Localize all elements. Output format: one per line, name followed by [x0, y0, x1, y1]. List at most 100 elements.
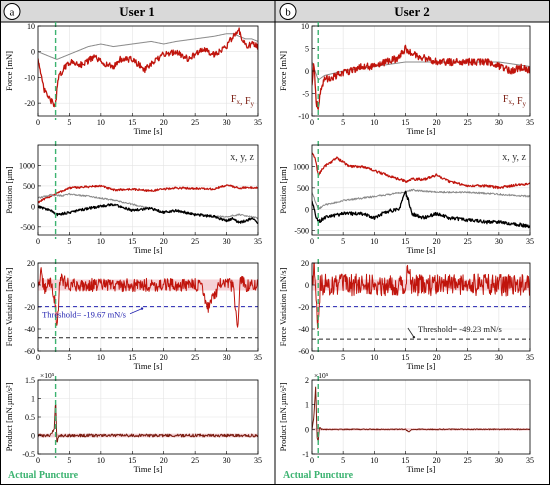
column-title-user2: User 2	[394, 4, 430, 19]
x-tick-label-u1-product: 5	[67, 456, 71, 465]
x-tick-label-u2-force: 30	[495, 118, 503, 127]
x-axis-label-u2-force: Time [s]	[407, 126, 436, 136]
x-tick-label-u1-position: 20	[160, 237, 168, 246]
plot-area-u2-product	[312, 380, 530, 454]
x-tick-label-u2-force: 15	[401, 118, 409, 127]
y-tick-label-u1-force-variation: 20	[27, 259, 35, 268]
y-axis-label-u1-position: Position [µm]	[4, 166, 14, 213]
annotation-arrow-u1-force-variation	[129, 308, 143, 315]
annotation-arrow-u2-force-variation	[407, 327, 415, 338]
plot-content-u1-product	[38, 404, 258, 443]
plot-content-u1-force-variation	[38, 267, 258, 339]
x-tick-label-u1-product: 35	[254, 456, 262, 465]
y-tick-label-u1-force: 0	[31, 48, 35, 57]
y-tick-label-u2-position: -500	[294, 227, 309, 236]
x-tick-label-u2-position: 20	[433, 237, 441, 246]
x-tick-label-u1-position: 10	[97, 237, 105, 246]
x-tick-label-u2-force-variation: 30	[495, 353, 503, 362]
series-line-product-u1-product	[38, 404, 258, 443]
x-axis-label-u1-position: Time [s]	[134, 245, 163, 255]
panel-badge-a	[3, 3, 21, 20]
x-tick-label-u1-product: 30	[223, 456, 231, 465]
y-tick-label-u2-force-variation: -40	[298, 325, 309, 334]
series-line-z-u2-position	[312, 190, 530, 229]
x-tick-label-u2-product: 35	[526, 456, 534, 465]
x-tick-label-u2-force-variation: 15	[401, 353, 409, 362]
plot-content-u1-position	[38, 184, 258, 225]
y-tick-label-u2-force: -5	[302, 90, 309, 99]
axes-frame-u2-position	[311, 144, 531, 236]
plot-content-u2-position	[312, 152, 530, 229]
x-axis-label-u2-product: Time [s]	[407, 464, 436, 474]
y-axis-label-u2-position: Position [µm]	[278, 166, 288, 213]
y-multiplier-u2-product: ×10⁵	[314, 371, 329, 380]
y-tick-label-u2-force-variation: 20	[301, 259, 309, 268]
y-tick-label-u2-force-variation: 0	[305, 281, 309, 290]
y-tick-label-u1-product: 1	[31, 395, 35, 404]
x-tick-label-u2-product: 20	[433, 456, 441, 465]
x-tick-label-u1-position: 30	[223, 237, 231, 246]
x-tick-label-u1-force: 20	[160, 118, 168, 127]
chart-u2-force: 0 5 10 15 20 25 30 35 -10 -5 0 5 10 Time [s] Force [mN…	[278, 22, 534, 136]
series-line-z-u1-position	[38, 203, 258, 225]
y-tick-label-u2-force-variation: -60	[298, 347, 309, 356]
x-tick-label-u2-position: 25	[464, 237, 472, 246]
x-tick-label-u2-force-variation: 35	[526, 353, 534, 362]
y-tick-label-u1-product: 1.5	[25, 376, 35, 385]
x-tick-label-u2-position: 0	[310, 237, 314, 246]
x-tick-label-u1-position: 15	[128, 237, 136, 246]
x-tick-label-u2-force-variation: 20	[433, 353, 441, 362]
x-tick-label-u1-force: 5	[67, 118, 71, 127]
y-tick-label-u2-force: -10	[298, 112, 309, 121]
y-tick-label-u1-position: -500	[20, 223, 35, 232]
legend-subscript-u2-force: x	[508, 98, 512, 106]
x-tick-label-u1-force-variation: 25	[191, 353, 199, 362]
panel-badge-a-label: a	[10, 7, 15, 19]
legend-text-u1-force: F	[231, 94, 237, 105]
x-tick-label-u2-force: 25	[464, 118, 472, 127]
legend-u1-position: x, y, z	[230, 152, 254, 163]
y-axis-label-u1-product: Product [mN.µm/s²]	[4, 382, 14, 451]
x-tick-label-u1-position: 35	[254, 237, 262, 246]
y-tick-label-u1-force-variation: -20	[24, 303, 35, 312]
x-tick-label-u1-position: 0	[36, 237, 40, 246]
x-tick-label-u1-force: 0	[36, 118, 40, 127]
legend-subscript-u2-force: y	[523, 100, 527, 108]
y-tick-label-u2-force: 5	[305, 45, 309, 54]
series-line-fx-u1-force	[38, 33, 258, 60]
puncture-label-user2: Actual Puncture	[283, 470, 354, 481]
y-tick-label-u2-position: 1000	[293, 162, 309, 171]
legend-u2-force: Fx, Fy	[503, 94, 527, 108]
x-tick-label-u2-product: 5	[341, 456, 345, 465]
y-axis-label-u2-force-variation: Force Variation [mN/s]	[278, 267, 288, 346]
x-tick-label-u2-force-variation: 5	[341, 353, 345, 362]
legend-text-u2-force: ,	[512, 96, 517, 107]
x-axis-label-u1-force-variation: Time [s]	[134, 361, 163, 371]
x-tick-label-u1-product: 15	[128, 456, 136, 465]
x-tick-label-u1-product: 20	[160, 456, 168, 465]
y-tick-label-u2-position: 0	[305, 205, 309, 214]
x-tick-label-u2-position: 35	[526, 237, 534, 246]
y-tick-label-u2-product: 0	[305, 425, 309, 434]
x-tick-label-u1-force-variation: 20	[160, 353, 168, 362]
series-line-dfdt-u1-force-variation	[38, 267, 258, 328]
y-tick-label-u1-force-variation: -60	[24, 347, 35, 356]
x-tick-label-u1-force-variation: 5	[67, 353, 71, 362]
y-tick-label-u1-force: 10	[27, 22, 35, 31]
x-axis-label-u2-position: Time [s]	[407, 245, 436, 255]
x-tick-label-u2-force: 0	[310, 118, 314, 127]
y-axis-label-u2-product: Product [mN.µm/s²]	[278, 382, 288, 451]
x-tick-label-u1-product: 25	[191, 456, 199, 465]
x-tick-label-u1-force-variation: 10	[97, 353, 105, 362]
legend-subscript-u1-force: x	[236, 98, 240, 106]
x-tick-label-u2-position: 5	[341, 237, 345, 246]
x-tick-label-u1-position: 25	[191, 237, 199, 246]
x-axis-label-u2-force-variation: Time [s]	[407, 361, 436, 371]
plot-area-u1-force	[38, 26, 258, 116]
x-axis-label-u1-product: Time [s]	[134, 464, 163, 474]
plot-content-u2-product	[312, 386, 530, 442]
